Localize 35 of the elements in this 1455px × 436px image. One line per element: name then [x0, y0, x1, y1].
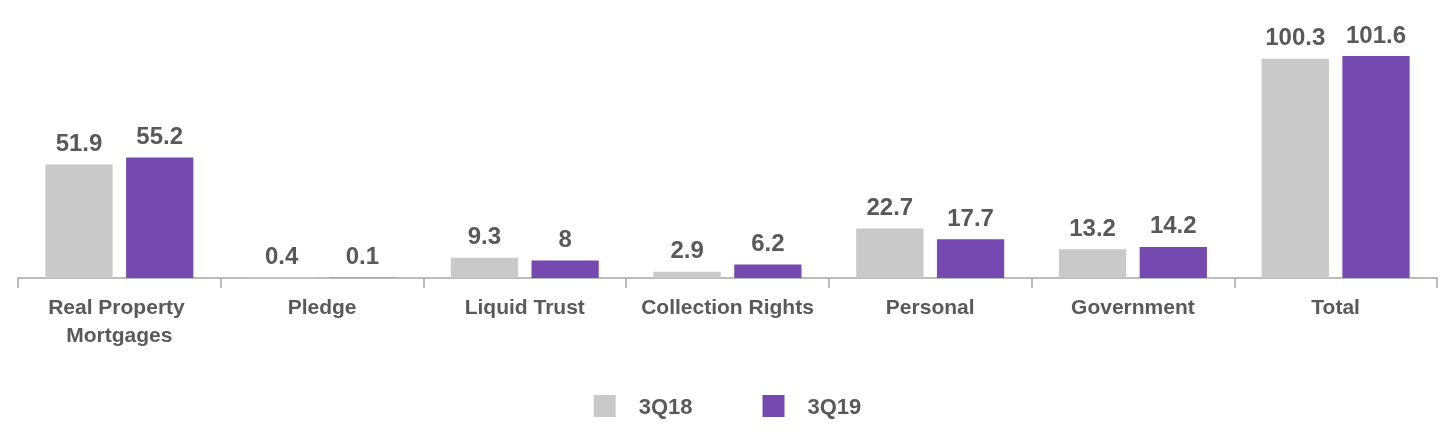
data-label: 55.2	[136, 121, 184, 149]
data-label: 17.7	[947, 203, 994, 231]
bar	[936, 239, 1005, 278]
x-tick-label: Real Property Mortgages	[48, 294, 191, 346]
bar	[734, 264, 802, 278]
legend-label: 3Q18	[638, 393, 693, 419]
bar	[1139, 246, 1207, 278]
bar	[45, 164, 113, 278]
bar	[1342, 56, 1410, 278]
data-label: 101.6	[1345, 20, 1407, 48]
bar	[531, 260, 599, 278]
data-label: 2.9	[670, 236, 704, 264]
x-tick-label: Total	[1311, 294, 1360, 318]
data-label: 13.2	[1069, 213, 1116, 241]
x-tick-label: Collection Rights	[641, 294, 814, 318]
data-label: 8	[558, 225, 572, 253]
bar	[126, 157, 194, 278]
data-label: 51.9	[55, 129, 103, 157]
bar	[856, 228, 924, 278]
x-tick-label: Pledge	[287, 294, 357, 318]
data-label: 22.7	[866, 192, 914, 220]
data-label: 14.2	[1149, 211, 1197, 239]
x-tick-label: Government	[1071, 294, 1195, 318]
data-label: 9.3	[467, 222, 502, 250]
x-tick-label: Liquid Trust	[464, 294, 585, 318]
bar	[1261, 58, 1329, 278]
bar	[450, 257, 519, 278]
bar	[1058, 249, 1127, 278]
data-label: 100.3	[1265, 23, 1326, 51]
data-label: 0.4	[265, 241, 300, 269]
x-tick-label: Personal	[885, 294, 975, 318]
data-label: 0.1	[345, 242, 380, 270]
data-label: 6.2	[751, 228, 785, 256]
legend-label: 3Q19	[807, 393, 862, 419]
bar	[653, 271, 721, 278]
